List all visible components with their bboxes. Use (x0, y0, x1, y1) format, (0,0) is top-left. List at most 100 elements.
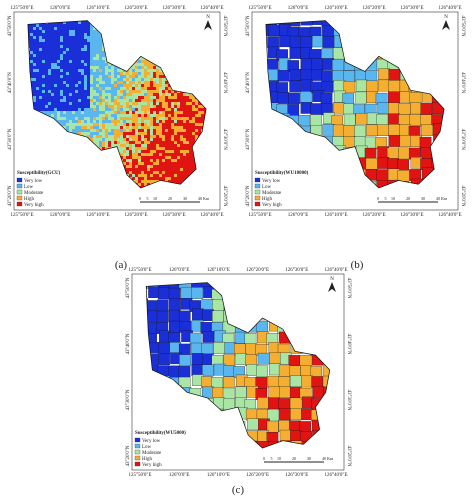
susceptibility-cell (87, 63, 91, 67)
susceptibility-cell (96, 51, 100, 55)
susceptibility-cell (174, 114, 178, 118)
susceptibility-cell (141, 168, 145, 172)
susceptibility-cell (153, 126, 157, 130)
susceptibility-cell (39, 99, 43, 103)
susceptibility-cell (96, 144, 100, 148)
susceptibility-cell (129, 129, 133, 133)
susceptibility-cell (129, 78, 133, 82)
legend-label: Low (262, 185, 272, 190)
susceptibility-cell (78, 72, 82, 76)
susceptibility-cell (99, 93, 103, 97)
susceptibility-cell (126, 171, 130, 175)
susceptibility-cell (156, 135, 160, 139)
susceptibility-cell (177, 108, 181, 112)
susceptibility-cell (75, 42, 79, 46)
susceptibility-cell (90, 132, 94, 136)
susceptibility-cell (36, 36, 40, 40)
susceptibility-cell (45, 69, 49, 73)
susceptibility-cell (135, 84, 139, 88)
susceptibility-cell (153, 165, 157, 169)
susceptibility-cell (102, 114, 106, 118)
susceptibility-cell (192, 120, 196, 124)
susceptibility-cell (120, 84, 124, 88)
susceptibility-cell (144, 126, 148, 130)
susceptibility-cell (126, 99, 130, 103)
susceptibility-cell (84, 42, 88, 46)
susceptibility-cell (78, 69, 82, 73)
susceptibility-cell (183, 117, 187, 121)
sub-basin (312, 35, 324, 48)
susceptibility-cell (63, 63, 67, 67)
susceptibility-cell (105, 60, 109, 64)
susceptibility-cell (84, 96, 88, 100)
susceptibility-cell (171, 168, 175, 172)
susceptibility-cell (201, 111, 205, 115)
sub-basin (365, 157, 378, 170)
susceptibility-cell (129, 141, 133, 145)
susceptibility-cell (66, 96, 70, 100)
susceptibility-cell (72, 69, 76, 73)
susceptibility-cell (120, 87, 124, 91)
susceptibility-cell (30, 66, 34, 70)
susceptibility-cell (42, 42, 46, 46)
sub-basin (355, 112, 368, 125)
susceptibility-cell (144, 66, 148, 70)
map-panel: 125°50'0"E125°50'0"E126°0'0"E126°0'0"E12… (8, 6, 227, 271)
susceptibility-cell (57, 87, 61, 91)
susceptibility-cell (39, 105, 43, 109)
susceptibility-cell (99, 39, 103, 43)
susceptibility-cell (99, 72, 103, 76)
sub-basin (399, 135, 412, 147)
susceptibility-cell (90, 36, 94, 40)
susceptibility-cell (102, 96, 106, 100)
susceptibility-cell (138, 153, 142, 157)
susceptibility-cell (129, 117, 133, 121)
susceptibility-cell (72, 66, 76, 70)
legend-label: Very high (24, 203, 44, 208)
susceptibility-cell (120, 138, 124, 142)
susceptibility-cell (69, 102, 73, 106)
susceptibility-cell (141, 75, 145, 79)
susceptibility-cell (159, 159, 163, 163)
sub-basin (310, 114, 322, 126)
susceptibility-cell (42, 84, 46, 88)
susceptibility-cell (69, 81, 73, 85)
susceptibility-cell (66, 117, 70, 121)
susceptibility-cell (138, 126, 142, 130)
susceptibility-cell (75, 63, 79, 67)
susceptibility-cell (75, 60, 79, 64)
susceptibility-cell (54, 63, 58, 67)
susceptibility-cell (174, 99, 178, 103)
susceptibility-cell (144, 132, 148, 136)
susceptibility-cell (99, 33, 103, 37)
susceptibility-cell (123, 123, 127, 127)
scale-label: 20 (406, 196, 410, 201)
susceptibility-cell (102, 66, 106, 70)
susceptibility-cell (54, 45, 58, 49)
susceptibility-cell (63, 105, 67, 109)
sub-basin (168, 287, 181, 300)
sub-basin (320, 92, 333, 105)
susceptibility-cell (75, 21, 79, 25)
susceptibility-cell (132, 78, 136, 82)
susceptibility-cell (156, 78, 160, 82)
legend-label: Low (142, 445, 152, 450)
susceptibility-cell (159, 171, 163, 175)
susceptibility-cell (192, 111, 196, 115)
susceptibility-cell (39, 87, 43, 91)
susceptibility-cell (138, 162, 142, 166)
susceptibility-cell (132, 120, 136, 124)
susceptibility-cell (129, 69, 133, 73)
susceptibility-cell (144, 60, 148, 64)
sub-basin (365, 80, 378, 93)
susceptibility-cell (84, 57, 88, 61)
susceptibility-cell (54, 81, 58, 85)
susceptibility-cell (111, 132, 115, 136)
map-outline (145, 282, 331, 449)
sub-basin (321, 70, 334, 82)
susceptibility-cell (189, 159, 193, 163)
susceptibility-cell (129, 147, 133, 151)
susceptibility-cell (42, 51, 46, 55)
susceptibility-cell (117, 147, 121, 151)
susceptibility-cell (54, 36, 58, 40)
